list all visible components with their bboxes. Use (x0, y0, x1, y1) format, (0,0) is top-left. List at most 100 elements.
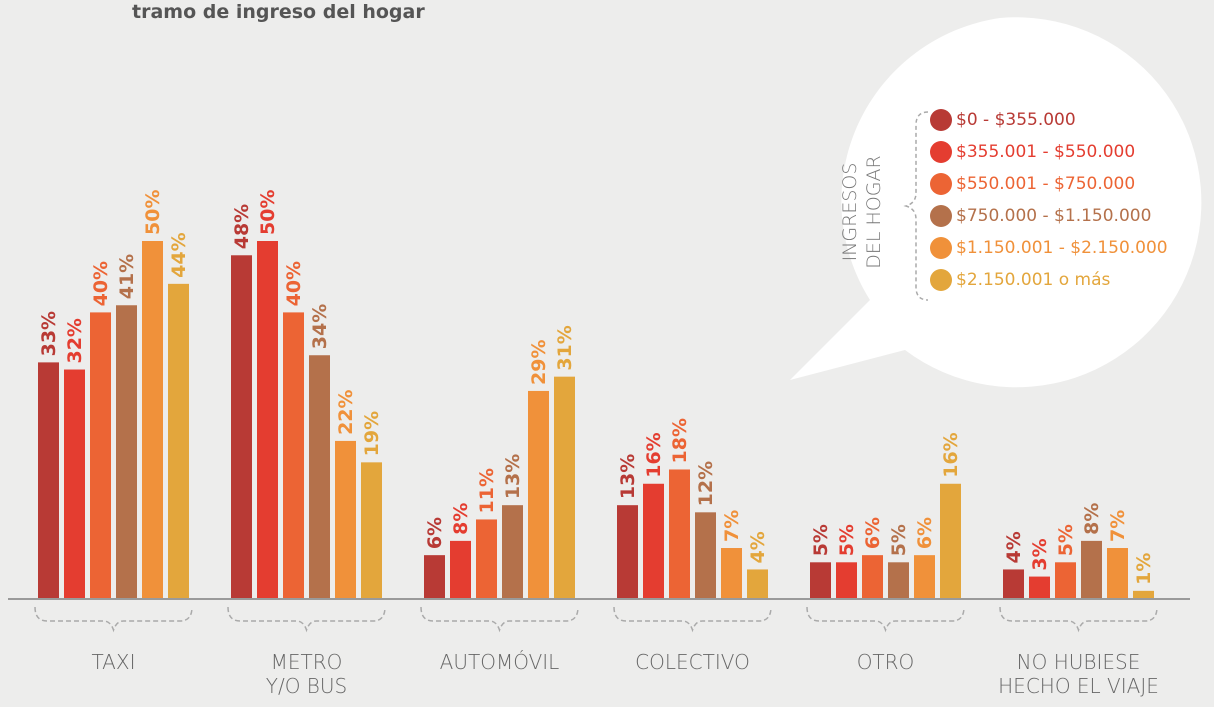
value-label: 50% (142, 190, 164, 235)
category-label: AUTOMÓVIL (439, 650, 560, 674)
value-label: 33% (38, 311, 60, 356)
value-label: 4% (747, 531, 769, 563)
legend-swatch (930, 141, 952, 163)
value-label: 40% (283, 261, 305, 306)
bar (450, 540, 471, 598)
category-label: OTRO (856, 650, 915, 674)
legend-label: $750.000 - $1.150.000 (956, 206, 1151, 226)
bar (1133, 590, 1154, 598)
value-label: 3% (1029, 538, 1051, 570)
value-label: 8% (1081, 503, 1103, 535)
category-label: TAXI (91, 650, 136, 674)
bar (940, 483, 961, 598)
value-label: 34% (309, 304, 331, 349)
value-label: 44% (168, 232, 190, 277)
bar (554, 376, 575, 598)
value-label: 5% (888, 524, 910, 556)
value-label: 19% (361, 411, 383, 456)
value-label: 8% (450, 503, 472, 535)
value-label: 7% (721, 510, 743, 542)
legend-swatch (930, 269, 952, 291)
value-label: 6% (862, 517, 884, 549)
legend-swatch (930, 109, 952, 131)
bar (116, 305, 137, 598)
value-label: 11% (476, 468, 498, 513)
value-label: 31% (554, 325, 576, 370)
legend-swatch (930, 173, 952, 195)
bar (257, 241, 278, 598)
bar (361, 462, 382, 598)
bar (1107, 548, 1128, 598)
bar (669, 469, 690, 598)
value-label: 50% (257, 190, 279, 235)
legend-bracket (903, 111, 929, 301)
value-label: 16% (940, 432, 962, 477)
bar (528, 390, 549, 598)
bar (168, 283, 189, 598)
bar (335, 440, 356, 598)
value-label: 6% (914, 517, 936, 549)
category-bracket (227, 606, 386, 633)
bar (1029, 576, 1050, 598)
category-label: METRO Y/O BUS (265, 650, 348, 698)
bar (90, 312, 111, 598)
category-label: NO HUBIESE HECHO EL VIAJE (998, 650, 1159, 698)
value-label: 16% (643, 432, 665, 477)
bar (1055, 562, 1076, 598)
legend-swatch (930, 237, 952, 259)
value-label: 18% (669, 418, 691, 463)
value-label: 1% (1133, 553, 1155, 585)
legend-label: $355.001 - $550.000 (956, 142, 1135, 162)
bar (309, 355, 330, 598)
bar (695, 512, 716, 598)
bar (914, 555, 935, 598)
legend-title: INGRESOS DEL HOGAR (839, 155, 885, 269)
chart-title: tramo de ingreso del hogar (132, 1, 425, 23)
value-label: 32% (64, 318, 86, 363)
category-bracket (34, 606, 193, 633)
category-bracket (420, 606, 579, 633)
bar (810, 562, 831, 598)
bar (424, 555, 445, 598)
bar (721, 548, 742, 598)
category-bracket (806, 606, 965, 633)
bar (231, 255, 252, 598)
value-label: 5% (810, 524, 832, 556)
legend-label: $2.150.001 o más (956, 270, 1111, 290)
value-label: 22% (335, 389, 357, 434)
bar (836, 562, 857, 598)
value-label: 5% (836, 524, 858, 556)
value-label: 12% (695, 461, 717, 506)
bar (283, 312, 304, 598)
value-label: 13% (617, 454, 639, 499)
category-label: COLECTIVO (635, 650, 750, 674)
value-label: 13% (502, 454, 524, 499)
value-label: 41% (116, 254, 138, 299)
value-label: 5% (1055, 524, 1077, 556)
legend-label: $0 - $355.000 (956, 110, 1076, 130)
category-bracket (613, 606, 772, 633)
bar (1003, 569, 1024, 598)
bar (502, 505, 523, 598)
value-label: 40% (90, 261, 112, 306)
bar (862, 555, 883, 598)
legend-label: $550.001 - $750.000 (956, 174, 1135, 194)
bar (64, 369, 85, 598)
bar (38, 362, 59, 598)
value-label: 4% (1003, 531, 1025, 563)
bar (1081, 540, 1102, 598)
category-bracket (999, 606, 1158, 633)
bar (643, 483, 664, 598)
bar (747, 569, 768, 598)
bar (888, 562, 909, 598)
bar (617, 505, 638, 598)
legend-bubble (790, 17, 1202, 388)
bar (142, 241, 163, 598)
legend-swatch (930, 205, 952, 227)
value-label: 29% (528, 339, 550, 384)
value-label: 48% (231, 204, 253, 249)
value-label: 6% (424, 517, 446, 549)
legend-label: $1.150.001 - $2.150.000 (956, 238, 1168, 258)
